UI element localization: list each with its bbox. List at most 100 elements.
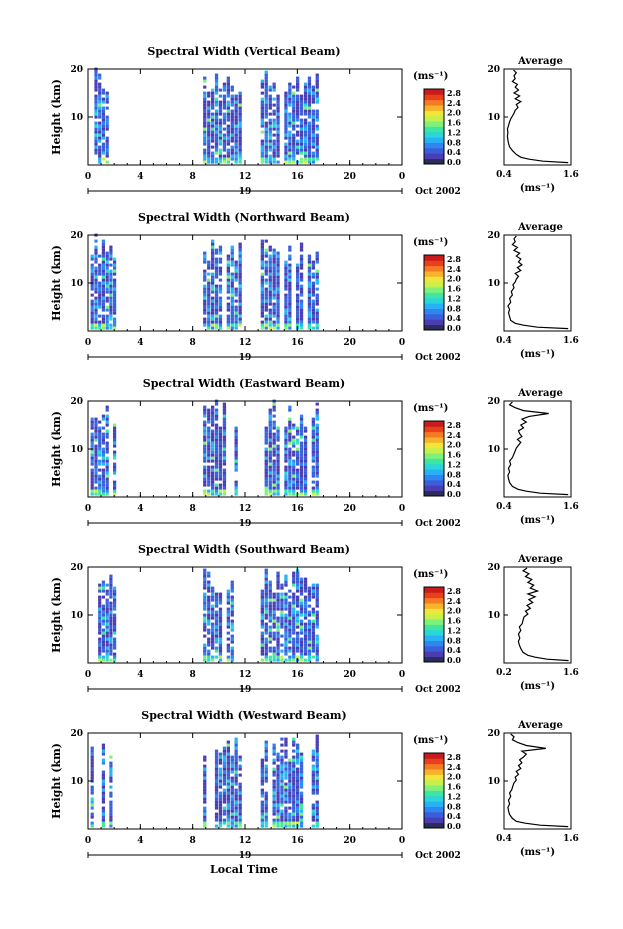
heatmap-cell [222,462,227,466]
heatmap-cell [315,734,319,738]
heatmap-cell [203,568,207,572]
heatmap-cell [105,408,109,412]
heatmap-cell [260,251,264,255]
heatmap-cell [276,471,280,475]
heatmap-cell [299,245,304,249]
heatmap-cell [288,94,292,98]
heatmap-cell [311,480,315,484]
heatmap-cell [214,290,219,294]
heatmap-cell [207,595,211,599]
colorbar-tick-label: 2.8 [447,254,461,264]
heatmap-cell [226,115,230,119]
heatmap-cell [288,631,292,635]
heatmap-cell [211,625,215,629]
heatmap-cell [303,82,308,86]
heatmap-cell [214,109,219,113]
heatmap-cell [280,604,284,608]
heatmap-cell [211,257,215,261]
heatmap-cell [292,809,296,813]
heatmap-cell [296,474,300,478]
heatmap-cell [264,486,268,490]
heatmap-cell [268,649,272,653]
heatmap-cell [284,761,288,765]
heatmap-cell [292,453,296,457]
heatmap-cell [234,151,238,155]
heatmap-cell [211,480,215,484]
heatmap-cell [272,323,276,327]
heatmap-cell [234,109,238,113]
heatmap-cell [307,320,312,324]
heatmap-cell [94,432,98,436]
heatmap-cell [214,601,219,605]
colorbar-swatch [424,115,444,122]
heatmap-cell [211,308,215,312]
heatmap-cell [230,812,234,816]
heatmap-cell [101,308,105,312]
heatmap-cell [260,79,264,83]
heatmap-cell [296,749,300,753]
heatmap-cell [226,157,230,161]
heatmap-cell [292,151,296,155]
heatmap-cell [101,133,105,137]
heatmap-cell [272,489,276,493]
heatmap-cell [315,737,319,741]
heatmap-cell [109,812,113,816]
heatmap-cell [203,622,207,626]
heatmap-cell [299,761,304,765]
heatmap-cell [264,746,268,750]
heatmap-cell [222,788,227,792]
heatmap-cell [203,91,207,95]
heatmap-cell [226,76,230,80]
heatmap-cell [303,94,308,98]
heatmap-cell [109,625,113,629]
heatmap-cell [311,314,315,318]
heatmap-cell [226,151,230,155]
heatmap-cell [272,118,276,122]
heatmap-cell [315,441,319,445]
heatmap-cell [234,432,238,436]
heatmap-cell [90,450,94,454]
x-tick-label: 4 [137,504,143,514]
heatmap-cell [218,308,223,312]
heatmap-cell [226,305,230,309]
heatmap-cell [315,82,319,86]
heatmap-cell [264,142,268,146]
heatmap-cell [307,610,312,614]
heatmap-cell [214,287,219,291]
heatmap-cell [207,121,211,125]
heatmap-cell [299,604,304,608]
heatmap-cell [276,658,280,662]
heatmap-cell [238,791,242,795]
heatmap-cell [303,474,308,478]
heatmap-cell [207,308,211,312]
heatmap-cell [311,118,315,122]
heatmap-cell [307,94,312,98]
heatmap-cell [105,272,109,276]
heatmap-cell [207,100,211,104]
heatmap-cell [264,79,268,83]
heatmap-cell [105,477,109,481]
heatmap-cell [211,492,215,496]
heatmap-cell [207,471,211,475]
heatmap-cell [288,640,292,644]
heatmap-cell [264,109,268,113]
heatmap-cell [284,154,288,158]
colorbar-tick-label: 0.0 [447,323,461,333]
heatmap-cell [292,818,296,822]
heatmap-cell [280,824,284,828]
heatmap-cell [203,812,207,816]
heatmap-cell [276,577,280,581]
heatmap-cell [311,145,315,149]
heatmap-cell [311,806,315,810]
heatmap-cell [214,248,219,252]
heatmap-cell [234,737,238,741]
heatmap-cell [260,788,264,792]
heatmap-cell [238,124,242,128]
heatmap-cell [203,489,207,493]
heatmap-cell [90,755,94,759]
heatmap-cell [238,269,242,273]
heatmap-cell [105,287,109,291]
heatmap-cell [218,296,223,300]
heatmap-cell [90,800,94,804]
heatmap-cell [230,649,234,653]
